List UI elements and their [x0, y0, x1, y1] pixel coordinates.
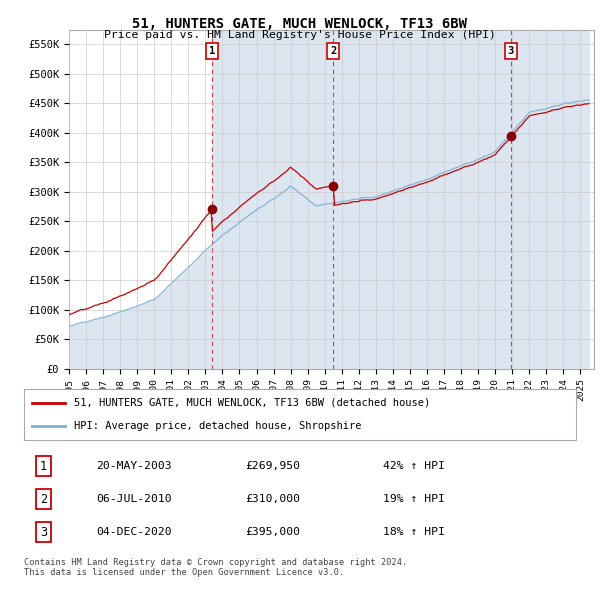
Text: £269,950: £269,950: [245, 461, 300, 471]
Text: Contains HM Land Registry data © Crown copyright and database right 2024.
This d: Contains HM Land Registry data © Crown c…: [24, 558, 407, 577]
Text: 1: 1: [209, 47, 215, 56]
Text: 1: 1: [40, 460, 47, 473]
Text: 06-JUL-2010: 06-JUL-2010: [96, 494, 172, 504]
Text: 2: 2: [330, 47, 337, 56]
Text: £310,000: £310,000: [245, 494, 300, 504]
Text: 3: 3: [40, 526, 47, 539]
Bar: [212, 30, 334, 369]
Text: £395,000: £395,000: [245, 527, 300, 537]
Text: HPI: Average price, detached house, Shropshire: HPI: Average price, detached house, Shro…: [74, 421, 361, 431]
Bar: [511, 30, 589, 369]
Text: 2: 2: [40, 493, 47, 506]
Text: 18% ↑ HPI: 18% ↑ HPI: [383, 527, 445, 537]
Text: 20-MAY-2003: 20-MAY-2003: [96, 461, 172, 471]
Text: 51, HUNTERS GATE, MUCH WENLOCK, TF13 6BW (detached house): 51, HUNTERS GATE, MUCH WENLOCK, TF13 6BW…: [74, 398, 430, 408]
Text: 51, HUNTERS GATE, MUCH WENLOCK, TF13 6BW: 51, HUNTERS GATE, MUCH WENLOCK, TF13 6BW: [133, 17, 467, 31]
Text: 04-DEC-2020: 04-DEC-2020: [96, 527, 172, 537]
Bar: [334, 30, 511, 369]
Text: 42% ↑ HPI: 42% ↑ HPI: [383, 461, 445, 471]
Text: Price paid vs. HM Land Registry's House Price Index (HPI): Price paid vs. HM Land Registry's House …: [104, 30, 496, 40]
Text: 19% ↑ HPI: 19% ↑ HPI: [383, 494, 445, 504]
Text: 3: 3: [508, 47, 514, 56]
